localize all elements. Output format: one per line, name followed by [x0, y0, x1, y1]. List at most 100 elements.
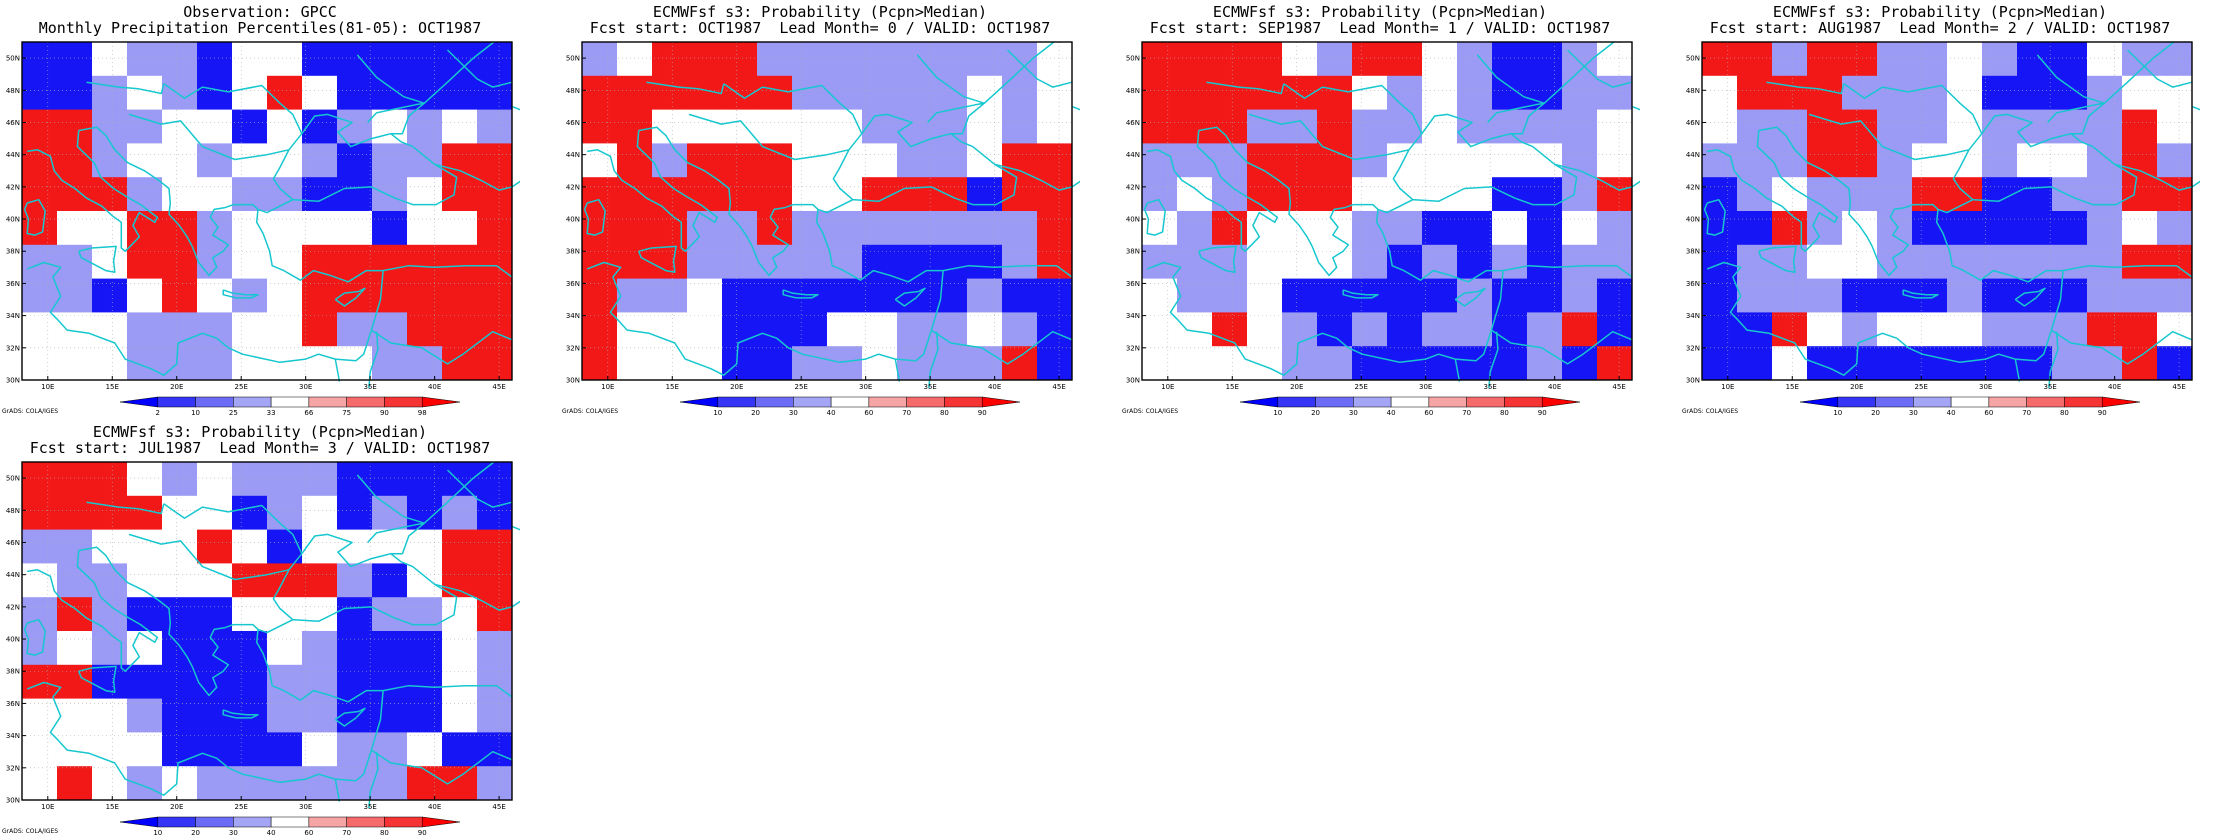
- grid-cell: [792, 42, 828, 77]
- coastline: [26, 209, 384, 376]
- colorbar: 10 20 30 40 60 70 80 90: [1239, 396, 1581, 417]
- grid-cell: [2052, 75, 2088, 110]
- grid-cell: [1037, 42, 1073, 77]
- lon-tick-label: 40E: [428, 383, 441, 391]
- colorbar-label: 98: [418, 409, 427, 417]
- panel-lead-month-0: ECMWFsf s3: Probability (Pcpn>Median) Fc…: [560, 0, 1080, 420]
- lon-tick-label: 20E: [1850, 383, 1863, 391]
- coastline: [27, 130, 159, 252]
- coastline: [1554, 163, 1633, 191]
- grid-cell: [407, 462, 443, 497]
- grid-cell: [22, 495, 58, 530]
- coastline: [1937, 113, 2138, 214]
- grid-cell: [442, 75, 478, 110]
- grid-cell: [372, 462, 408, 497]
- grid-cell: [127, 732, 163, 767]
- grid-cell: [1247, 312, 1283, 347]
- grid-cell: [1982, 312, 2018, 347]
- coastline: [511, 105, 520, 188]
- grid-cell: [162, 177, 198, 212]
- grid-cell: [407, 664, 443, 699]
- grid-cell: [57, 563, 93, 598]
- colorbar-segment: [346, 816, 385, 828]
- coastline: [434, 583, 513, 611]
- grid-cell: [92, 244, 128, 279]
- lat-tick-label: 42N: [6, 603, 20, 611]
- coastline: [638, 126, 753, 247]
- grid-cell: [827, 244, 863, 279]
- grid-cell: [92, 631, 128, 666]
- grid-cell: [757, 211, 793, 246]
- grid-cell: [337, 42, 373, 77]
- grid-cell: [162, 42, 198, 77]
- grid-cell: [1457, 244, 1493, 279]
- grid-cell: [197, 732, 233, 767]
- colorbar-label: 10: [1273, 409, 1282, 417]
- colorbar-label: 30: [789, 409, 798, 417]
- colorbar-segment: [1428, 396, 1467, 408]
- grid-cell: [1597, 278, 1633, 313]
- lon-tick-label: 45E: [492, 383, 505, 391]
- grid-cell: [57, 462, 93, 497]
- grid-cell: [1387, 244, 1423, 279]
- grid-cell: [687, 42, 723, 77]
- grid-cell: [1457, 109, 1493, 144]
- colorbar-segment: [2064, 396, 2103, 408]
- lat-tick-label: 34N: [6, 312, 20, 320]
- coastline: [1342, 289, 1379, 299]
- lon-tick-label: 25E: [235, 803, 248, 811]
- coastline: [2062, 264, 2193, 278]
- panel-lead-month-2: ECMWFsf s3: Probability (Pcpn>Median) Fc…: [1680, 0, 2200, 420]
- colorbar-label: 25: [229, 409, 238, 417]
- lat-tick-label: 34N: [1686, 312, 1700, 320]
- grid-cell: [407, 278, 443, 313]
- lon-tick-label: 45E: [1052, 383, 1065, 391]
- coastline: [586, 209, 944, 376]
- lon-tick-label: 25E: [795, 383, 808, 391]
- grid-cell: [1387, 346, 1423, 381]
- grid-cell: [932, 177, 968, 212]
- grid-cell: [1037, 346, 1073, 381]
- grid-cell: [1387, 143, 1423, 178]
- grid-cell: [22, 244, 58, 279]
- colorbar-label: 40: [827, 409, 836, 417]
- grid-cells: [22, 42, 513, 381]
- grid-cell: [1387, 211, 1423, 246]
- grid-cell: [372, 529, 408, 564]
- coastline: [1006, 49, 1073, 88]
- grid-cell: [1877, 75, 1913, 110]
- coastline: [27, 550, 159, 672]
- grid-cell: [1947, 346, 1983, 381]
- grid-cell: [92, 143, 128, 178]
- grid-cell: [302, 346, 338, 381]
- grid-cell: [1877, 42, 1913, 77]
- coastline: [128, 533, 290, 581]
- lat-tick-label: 36N: [566, 280, 580, 288]
- lon-tick-label: 10E: [1161, 383, 1174, 391]
- grid-cell: [582, 346, 618, 381]
- colorbar-label: 33: [267, 409, 276, 417]
- grid-cell: [267, 244, 303, 279]
- coastline: [191, 623, 259, 697]
- grid-cell: [932, 75, 968, 110]
- grid-cell: [1597, 312, 1633, 347]
- grid-cell: [862, 278, 898, 313]
- grid-cell: [442, 495, 478, 530]
- grid-cell: [967, 143, 1003, 178]
- lat-tick-label: 50N: [6, 475, 20, 483]
- grid-cell: [2052, 109, 2088, 144]
- colorbar-segment: [1837, 396, 1876, 408]
- grid-cells: [22, 462, 513, 801]
- grid-cell: [1702, 75, 1738, 110]
- grid-cell: [1457, 75, 1493, 110]
- grid-cell: [442, 664, 478, 699]
- grid-cell: [127, 177, 163, 212]
- grid-cell: [267, 664, 303, 699]
- grid-cell: [1352, 143, 1388, 178]
- lat-tick-label: 32N: [6, 764, 20, 772]
- lat-tick-label: 38N: [1126, 248, 1140, 256]
- grid-cell: [1772, 75, 1808, 110]
- colorbar-segment: [195, 816, 234, 828]
- coastline: [1311, 203, 1379, 277]
- grid-cell: [162, 109, 198, 144]
